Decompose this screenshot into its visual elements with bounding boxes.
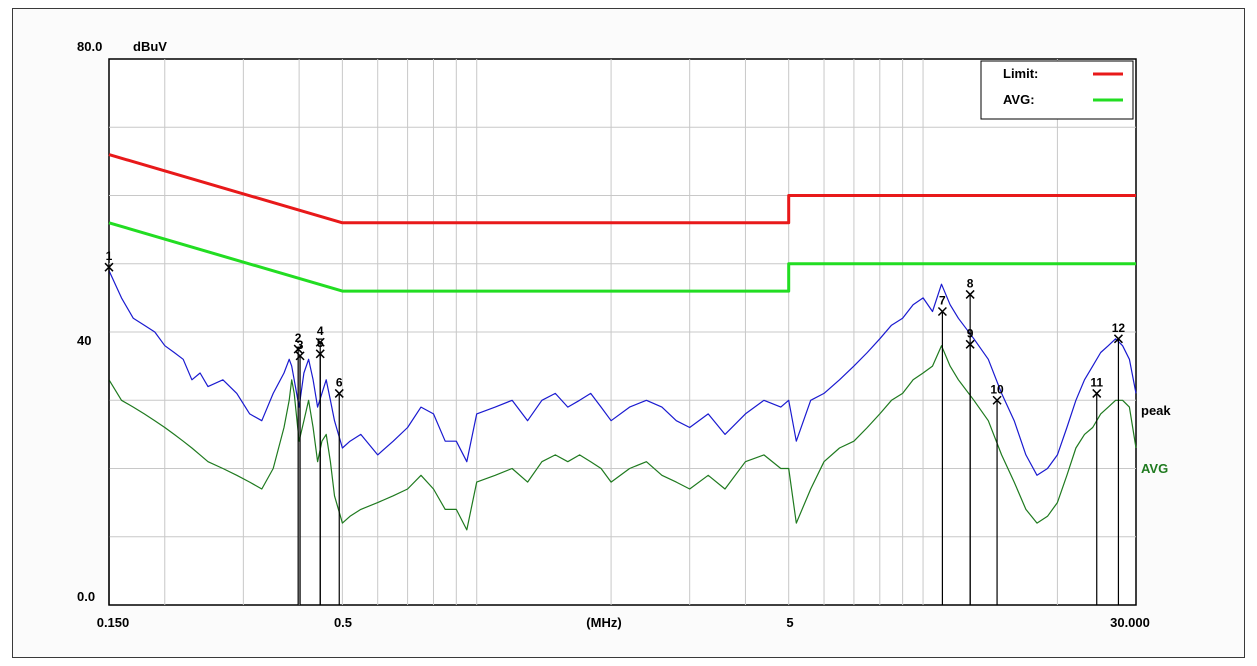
peak-trace	[108, 270, 1137, 476]
marker-4-label: 4	[317, 324, 324, 338]
legend: Limit: AVG:	[980, 60, 1134, 120]
marker-11-cross	[1092, 388, 1102, 398]
y-unit: dBuV	[133, 39, 167, 54]
marker-3-label: 3	[297, 338, 304, 352]
marker-6-label: 6	[336, 375, 343, 389]
avg-trace	[108, 345, 1137, 531]
marker-1-label: 1	[106, 249, 113, 263]
marker-2-label: 2	[295, 331, 302, 345]
x-tick-05: 0.5	[334, 615, 352, 630]
marker-9-label: 9	[967, 326, 974, 340]
chart-frame: 1 2 3 4 5 6 7 8 9 10 11 12 80.0 dBuV 40 0.0 0.150 0…	[12, 8, 1245, 658]
marker-8-cross	[965, 289, 975, 299]
marker-5-label: 5	[317, 336, 324, 350]
marker-12-cross	[1113, 334, 1123, 344]
marker-11-label: 11	[1090, 375, 1103, 389]
x-tick-30: 30.000	[1110, 615, 1150, 630]
marker-2-cross	[293, 344, 303, 354]
marker-4-cross	[315, 337, 325, 347]
limit-quasi-peak-line	[108, 153, 1136, 225]
marker-1-cross	[104, 262, 114, 272]
x-tick-5: 5	[786, 615, 793, 630]
marker-10-cross	[992, 395, 1002, 405]
marker-3-cross	[295, 351, 305, 361]
peak-series-label: peak	[1141, 403, 1171, 418]
marker-7-label: 7	[939, 294, 946, 308]
y-top-label: 80.0	[77, 39, 102, 54]
y-tick-40: 40	[77, 333, 91, 348]
marker-9-cross	[965, 339, 975, 349]
avg-series-label: AVG	[1141, 461, 1168, 476]
marker-10-label: 10	[990, 382, 1004, 396]
marker-7-cross	[937, 306, 947, 317]
limit-lines	[108, 153, 1136, 293]
marker-5-cross	[315, 349, 325, 359]
marker-8-label: 8	[967, 276, 974, 290]
legend-limit-label: Limit:	[1003, 66, 1038, 81]
traces	[108, 270, 1137, 531]
x-tick-0150: 0.150	[97, 615, 130, 630]
y-tick-0: 0.0	[77, 589, 95, 604]
limit-average-line	[108, 221, 1136, 293]
marker-6-cross	[334, 388, 344, 398]
marker-12-label: 12	[1112, 321, 1126, 335]
legend-avg-label: AVG:	[1003, 92, 1035, 107]
x-unit: (MHz)	[586, 615, 621, 630]
